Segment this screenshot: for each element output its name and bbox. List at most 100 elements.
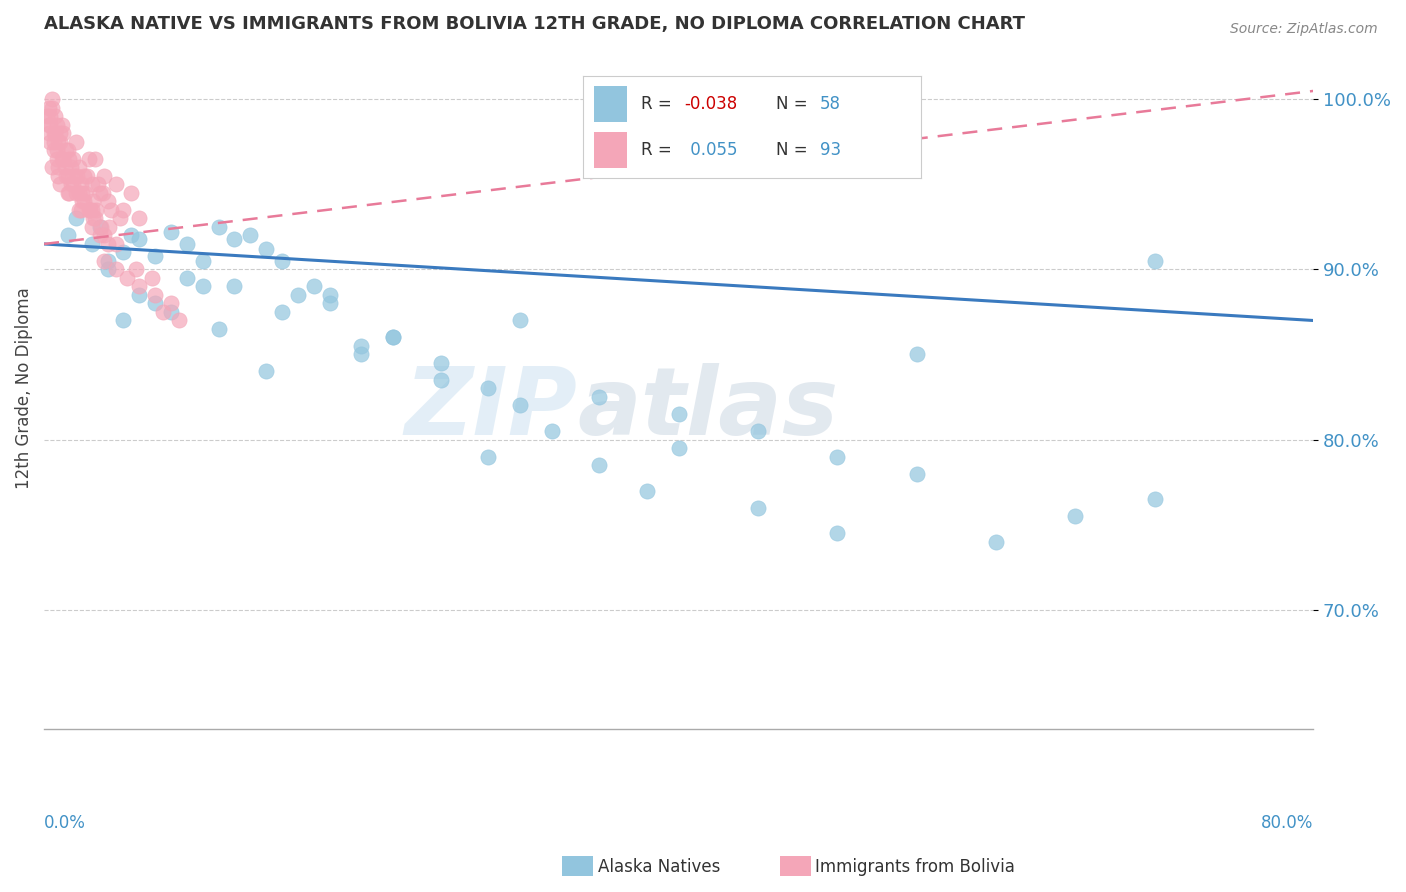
- Point: [48, 135, 70, 149]
- Point: [905, 467, 928, 481]
- Point: [128, 211, 150, 226]
- Point: [58, 186, 80, 200]
- Point: [67, 161, 90, 175]
- Point: [120, 228, 142, 243]
- Point: [55, 169, 77, 183]
- Point: [69, 202, 91, 217]
- Point: [38, 101, 60, 115]
- Point: [65, 186, 87, 200]
- Text: ZIP: ZIP: [405, 363, 576, 455]
- Point: [160, 305, 183, 319]
- Point: [75, 186, 97, 200]
- Point: [86, 202, 108, 217]
- Point: [83, 211, 105, 226]
- Point: [1143, 254, 1166, 268]
- Text: Alaska Natives: Alaska Natives: [598, 858, 720, 876]
- Point: [66, 169, 89, 183]
- Point: [73, 169, 96, 183]
- Bar: [593, 132, 627, 168]
- Point: [38, 118, 60, 132]
- Point: [83, 152, 105, 166]
- Point: [104, 262, 127, 277]
- Point: [239, 228, 262, 243]
- Point: [104, 237, 127, 252]
- Point: [49, 178, 72, 192]
- Point: [56, 169, 79, 183]
- Text: R =: R =: [641, 141, 676, 159]
- Point: [668, 441, 690, 455]
- Point: [82, 194, 104, 209]
- Point: [176, 237, 198, 252]
- Text: 80.0%: 80.0%: [1261, 814, 1313, 831]
- Point: [51, 118, 73, 132]
- Point: [97, 237, 120, 252]
- Text: atlas: atlas: [576, 363, 838, 455]
- Point: [70, 194, 93, 209]
- Text: 58: 58: [820, 95, 841, 113]
- Bar: [562, 856, 593, 876]
- Point: [120, 186, 142, 200]
- Point: [39, 118, 62, 132]
- Point: [49, 127, 72, 141]
- Point: [141, 271, 163, 285]
- Point: [827, 450, 849, 464]
- Point: [382, 330, 405, 344]
- Point: [97, 254, 120, 268]
- Text: ALASKA NATIVE VS IMMIGRANTS FROM BOLIVIA 12TH GRADE, NO DIPLOMA CORRELATION CHAR: ALASKA NATIVE VS IMMIGRANTS FROM BOLIVIA…: [44, 15, 1025, 33]
- Point: [69, 178, 91, 192]
- Point: [65, 211, 87, 226]
- Point: [271, 305, 294, 319]
- Point: [207, 322, 229, 336]
- Point: [45, 152, 67, 166]
- Point: [588, 390, 610, 404]
- Point: [62, 152, 84, 166]
- Point: [91, 186, 114, 200]
- Point: [429, 356, 451, 370]
- Point: [100, 202, 122, 217]
- Point: [42, 144, 65, 158]
- Point: [41, 101, 63, 115]
- Point: [39, 135, 62, 149]
- Point: [52, 127, 75, 141]
- Point: [97, 194, 120, 209]
- Point: [125, 262, 148, 277]
- Text: N =: N =: [776, 141, 813, 159]
- Text: -0.038: -0.038: [685, 95, 738, 113]
- Point: [167, 313, 190, 327]
- Text: 93: 93: [820, 141, 841, 159]
- Point: [477, 450, 499, 464]
- Point: [254, 364, 277, 378]
- Point: [128, 279, 150, 293]
- Point: [58, 152, 80, 166]
- Point: [80, 219, 103, 234]
- Point: [509, 313, 531, 327]
- Point: [207, 219, 229, 234]
- Point: [48, 169, 70, 183]
- Point: [191, 279, 214, 293]
- Point: [56, 186, 79, 200]
- Y-axis label: 12th Grade, No Diploma: 12th Grade, No Diploma: [15, 287, 32, 490]
- Point: [112, 313, 135, 327]
- Text: R =: R =: [641, 95, 676, 113]
- Point: [318, 296, 340, 310]
- Point: [49, 135, 72, 149]
- Point: [44, 110, 66, 124]
- Point: [39, 110, 62, 124]
- Point: [45, 144, 67, 158]
- Point: [302, 279, 325, 293]
- Point: [93, 254, 115, 268]
- Point: [41, 161, 63, 175]
- Text: Source: ZipAtlas.com: Source: ZipAtlas.com: [1230, 22, 1378, 37]
- Point: [56, 228, 79, 243]
- Point: [509, 399, 531, 413]
- Point: [89, 219, 111, 234]
- Point: [56, 144, 79, 158]
- Point: [143, 296, 166, 310]
- Point: [254, 242, 277, 256]
- Point: [48, 161, 70, 175]
- Point: [73, 194, 96, 209]
- Point: [42, 135, 65, 149]
- Point: [70, 186, 93, 200]
- Text: N =: N =: [776, 95, 813, 113]
- Point: [540, 424, 562, 438]
